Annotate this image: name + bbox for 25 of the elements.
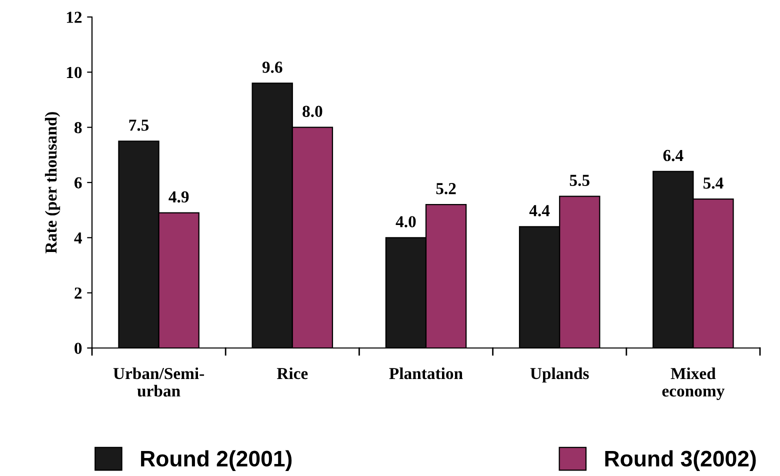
legend-label: Round 3(2002) <box>605 450 756 471</box>
y-tick-label: 4 <box>74 232 82 244</box>
y-axis-title: Rate (per thousand) <box>44 112 60 254</box>
data-label: 7.5 <box>129 120 149 131</box>
data-label: 5.4 <box>703 178 724 189</box>
x-tick-label: Urban/Semi- urban <box>113 367 204 397</box>
x-tick-label: Uplands <box>530 367 589 383</box>
data-label: 4.4 <box>529 205 550 216</box>
x-tick-label: Mixed economy <box>662 367 725 400</box>
y-tick-label: 6 <box>74 177 82 188</box>
y-tick-label: 0 <box>74 342 82 354</box>
legend-label: Round 2(2001) <box>141 450 292 471</box>
data-label: 5.2 <box>436 183 456 194</box>
data-label: 5.5 <box>570 174 590 186</box>
y-tick-label: 8 <box>74 122 82 134</box>
x-tick-label: Plantation <box>389 367 463 380</box>
y-tick-label: 2 <box>74 288 82 299</box>
data-label: 6.4 <box>663 150 684 162</box>
data-label: 4.9 <box>168 191 189 203</box>
data-label: 4.0 <box>396 216 416 228</box>
y-tick-label: 10 <box>66 66 82 78</box>
x-tick-label: Rice <box>276 367 308 380</box>
data-label: 9.6 <box>262 62 282 73</box>
y-tick-label: 12 <box>66 12 82 23</box>
data-label: 8.0 <box>302 106 322 118</box>
